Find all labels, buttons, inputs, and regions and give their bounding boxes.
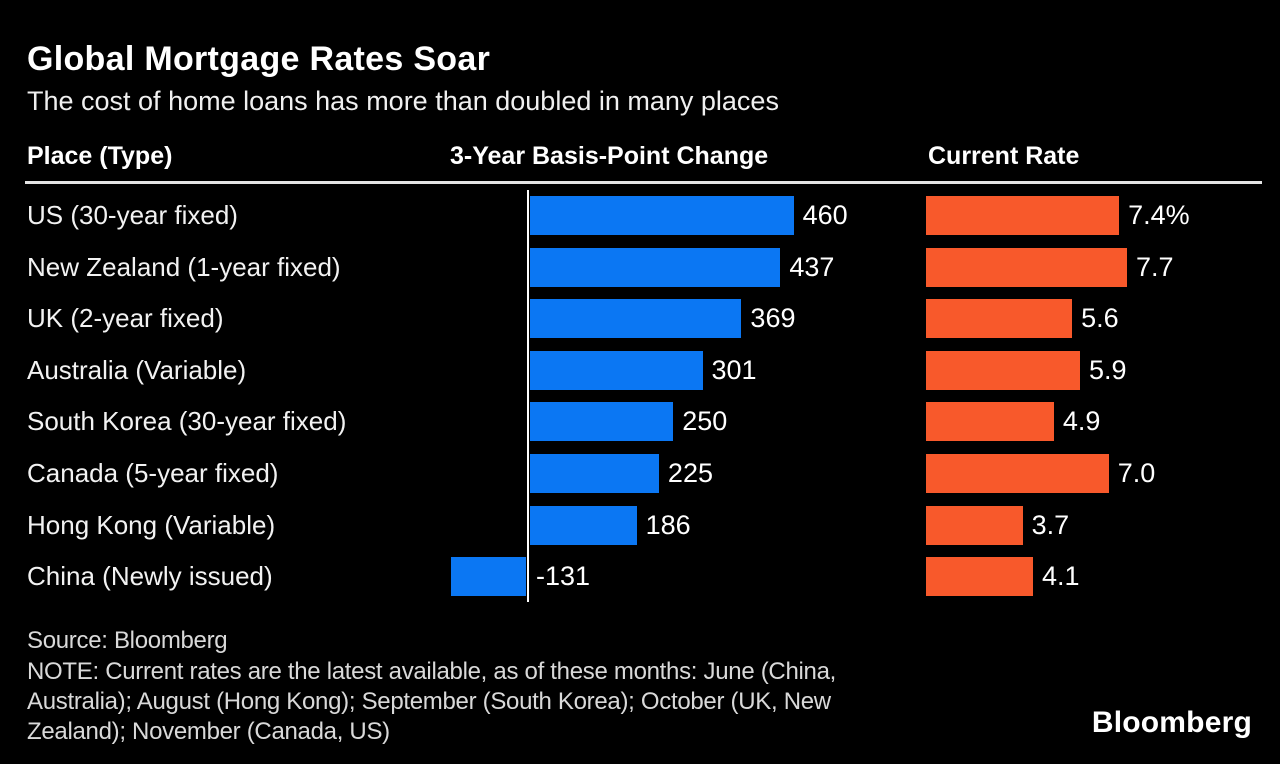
- change-value: 225: [667, 457, 713, 488]
- table-row: South Korea (30-year fixed) 250 4.9: [0, 396, 1280, 448]
- column-header-place: Place (Type): [27, 142, 173, 170]
- change-value: 460: [802, 200, 848, 230]
- note-text-line3: Zealand); November (Canada, US): [27, 718, 390, 745]
- chart-rows: US (30-year fixed) 460 7.4% New Zealand …: [0, 190, 1280, 603]
- change-value: 250: [682, 406, 728, 437]
- place-label: UK (2-year fixed): [27, 303, 224, 334]
- column-header-rate: Current Rate: [928, 142, 1080, 170]
- change-value: 369: [750, 303, 796, 334]
- rate-bar: [926, 557, 1033, 597]
- rate-value: 7.4%: [1128, 200, 1190, 230]
- zero-axis-line: [527, 190, 529, 602]
- rate-value: 4.1: [1042, 561, 1080, 592]
- rate-bar: [926, 196, 1120, 235]
- rate-bar: [926, 402, 1054, 442]
- place-label: Australia (Variable): [27, 354, 247, 385]
- change-bar: [530, 402, 674, 442]
- bloomberg-logo: Bloomberg: [1091, 706, 1252, 739]
- table-row: Australia (Variable) 301 5.9: [0, 345, 1280, 397]
- table-row: US (30-year fixed) 460 7.4%: [0, 190, 1280, 242]
- rate-value: 7.0: [1117, 457, 1156, 488]
- rate-bar: [926, 505, 1023, 545]
- rate-bar: [926, 247, 1127, 287]
- place-label: New Zealand (1-year fixed): [27, 251, 341, 282]
- place-label: China (Newly issued): [27, 561, 273, 592]
- place-label: US (30-year fixed): [27, 200, 238, 230]
- rate-bar: [926, 299, 1073, 339]
- change-value: 301: [711, 354, 757, 385]
- change-bar: [530, 350, 703, 390]
- table-row: UK (2-year fixed) 369 5.6: [0, 293, 1280, 345]
- change-bar: [530, 453, 659, 493]
- change-value: 186: [645, 509, 691, 540]
- change-bar: [530, 505, 637, 545]
- change-bar: [450, 557, 527, 597]
- column-header-change: 3-Year Basis-Point Change: [450, 142, 769, 170]
- rate-bar: [926, 350, 1080, 390]
- change-value: 437: [789, 251, 835, 282]
- table-row: Canada (5-year fixed) 225 7.0: [0, 448, 1280, 500]
- place-label: South Korea (30-year fixed): [27, 406, 347, 437]
- change-bar: [530, 299, 742, 339]
- rate-value: 5.6: [1081, 303, 1119, 334]
- note-text-line1: NOTE: Current rates are the latest avail…: [27, 658, 837, 685]
- place-label: Canada (5-year fixed): [27, 457, 279, 488]
- rate-value: 5.9: [1088, 354, 1127, 385]
- rate-bar: [926, 453, 1109, 493]
- table-row: Hong Kong (Variable) 186 3.7: [0, 500, 1280, 552]
- rate-value: 7.7: [1135, 251, 1174, 282]
- place-label: Hong Kong (Variable): [27, 509, 276, 540]
- change-bar: [530, 247, 781, 287]
- note-text-line2: Australia); August (Hong Kong); Septembe…: [27, 688, 831, 715]
- table-row: New Zealand (1-year fixed) 437 7.7: [0, 242, 1280, 294]
- change-bar: [530, 196, 794, 235]
- rate-value: 4.9: [1062, 406, 1101, 437]
- rate-value: 3.7: [1031, 509, 1070, 540]
- change-value: -131: [536, 561, 591, 592]
- table-row: China (Newly issued) -131 4.1: [0, 551, 1280, 603]
- header-divider-line: [25, 181, 1262, 184]
- page-title: Global Mortgage Rates Soar: [27, 40, 491, 78]
- source-label: Source: Bloomberg: [27, 627, 228, 654]
- page-subtitle: The cost of home loans has more than dou…: [27, 86, 779, 116]
